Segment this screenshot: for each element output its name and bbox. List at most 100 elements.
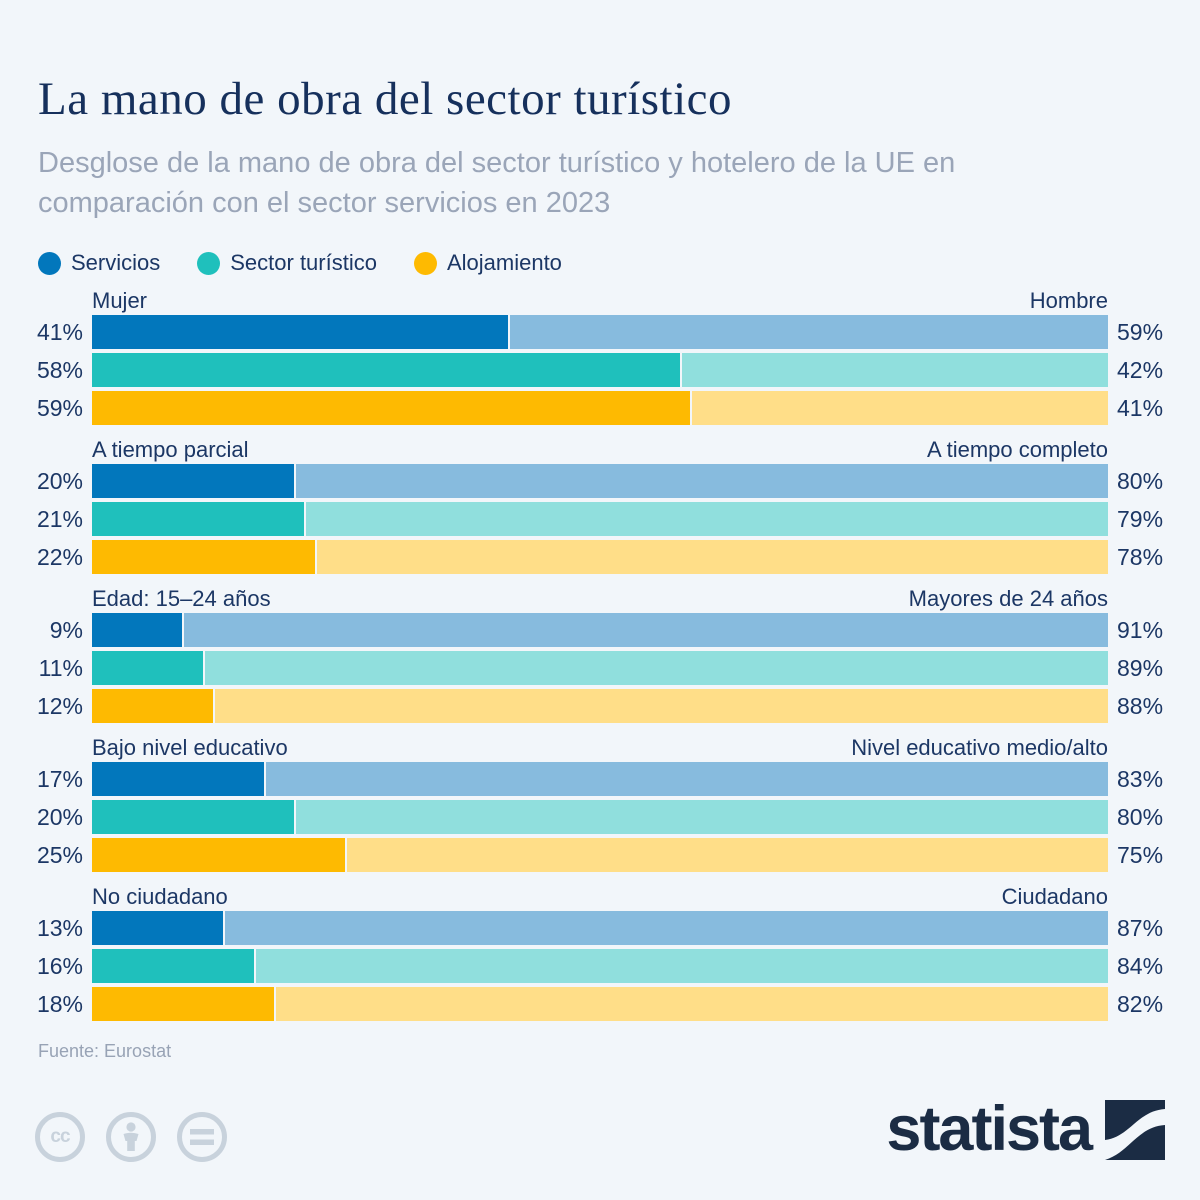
right-value-label: 79%	[1117, 505, 1164, 532]
group-right-label: Ciudadano	[1001, 884, 1108, 909]
bar-segment-gap	[273, 987, 276, 1021]
left-value-label: 16%	[36, 952, 83, 979]
left-value-label: 11%	[38, 654, 83, 681]
legend-label: Servicios	[71, 250, 161, 275]
legend-dot-icon	[38, 251, 61, 275]
bar-track	[92, 838, 1108, 872]
bar-segment-left	[92, 502, 305, 536]
cc-icon[interactable]: cc	[35, 1112, 85, 1162]
bar-segment-left	[92, 987, 274, 1021]
statista-logo-mark-icon	[1105, 1100, 1165, 1160]
left-value-label: 20%	[36, 467, 83, 494]
legend-dot-icon	[197, 251, 221, 275]
license-icons[interactable]: cc	[35, 1112, 227, 1162]
right-value-label: 42%	[1117, 356, 1164, 383]
bar-segment-left	[92, 464, 295, 498]
left-value-label: 58%	[36, 356, 83, 383]
group-right-label: Mayores de 24 años	[908, 586, 1108, 611]
bar-track	[92, 800, 1108, 834]
bar-segment-gap	[202, 651, 205, 685]
group-header: Bajo nivel educativo Nivel educativo medi…	[0, 734, 1200, 761]
bar-group: A tiempo parcial A tiempo completo 20% 80% 2…	[0, 436, 1200, 574]
group-left-label: A tiempo parcial	[92, 437, 249, 462]
bar-segment-right	[682, 353, 1108, 387]
bar-segment-left	[92, 540, 315, 574]
statista-logo[interactable]: statista	[886, 1094, 1165, 1164]
page-subtitle-line-2: comparación con el sector servicios en 2…	[38, 187, 611, 219]
group-header: Mujer Hombre	[0, 287, 1200, 314]
group-right-label: Nivel educativo medio/alto	[851, 735, 1108, 760]
bar-segment-right	[184, 613, 1108, 647]
bar-segment-gap	[680, 353, 683, 387]
bar-segment-right	[265, 762, 1108, 796]
bar-track	[92, 949, 1108, 983]
bar-segment-right	[347, 838, 1108, 872]
bar-row: 9% 91%	[0, 613, 1200, 647]
bar-segment-right	[692, 391, 1108, 425]
right-value-label: 84%	[1117, 952, 1164, 979]
page-subtitle-line-1: Desglose de la mano de obra del sector t…	[38, 147, 956, 179]
bar-segment-gap	[223, 911, 226, 945]
chart-groups: Mujer Hombre 41% 59% 58% 42% 59% 41% A tiempo pa…	[0, 287, 1200, 1021]
bar-segment-gap	[253, 949, 256, 983]
bar-track	[92, 987, 1108, 1021]
bar-row: 18% 82%	[0, 987, 1200, 1021]
left-value-label: 59%	[36, 394, 83, 421]
bar-segment-right	[296, 464, 1108, 498]
group-header: Edad: 15–24 años Mayores de 24 años	[0, 585, 1200, 612]
group-header: No ciudadano Ciudadano	[0, 883, 1200, 910]
bar-segment-left	[92, 838, 345, 872]
group-left-label: Mujer	[92, 288, 148, 313]
group-left-label: No ciudadano	[92, 884, 228, 909]
attribution-person-icon[interactable]	[106, 1112, 156, 1162]
bar-segment-right	[316, 540, 1108, 574]
group-right-label: A tiempo completo	[927, 437, 1108, 462]
right-value-label: 87%	[1117, 914, 1164, 941]
right-value-label: 80%	[1117, 803, 1164, 830]
legend-item-3: Alojamiento	[413, 250, 562, 276]
bar-row: 59% 41%	[0, 391, 1200, 425]
right-value-label: 88%	[1117, 692, 1164, 719]
bar-segment-left	[92, 315, 508, 349]
chart: Mujer Hombre 41% 59% 58% 42% 59% 41% A tiempo pa…	[0, 287, 1200, 1021]
bar-segment-gap	[212, 689, 215, 723]
bar-segment-gap	[182, 613, 185, 647]
left-value-label: 17%	[36, 765, 83, 792]
no-derivatives-equals-icon[interactable]	[177, 1112, 227, 1162]
bar-segment-right	[255, 949, 1108, 983]
bar-segment-left	[92, 353, 681, 387]
bar-segment-left	[92, 762, 264, 796]
bar-row: 17% 83%	[0, 762, 1200, 796]
left-value-label: 13%	[36, 914, 83, 941]
bar-segment-right	[225, 911, 1108, 945]
bar-segment-gap	[690, 391, 693, 425]
bar-row: 20% 80%	[0, 800, 1200, 834]
bar-row: 41% 59%	[0, 315, 1200, 349]
bar-group: Edad: 15–24 años Mayores de 24 años 9% 91% 1…	[0, 585, 1200, 723]
bar-row: 25% 75%	[0, 838, 1200, 872]
bar-segment-right	[509, 315, 1108, 349]
bar-segment-right	[306, 502, 1108, 536]
bar-group: Mujer Hombre 41% 59% 58% 42% 59% 41%	[0, 287, 1200, 425]
right-value-label: 41%	[1117, 394, 1164, 421]
left-value-label: 21%	[36, 505, 83, 532]
left-value-label: 41%	[36, 318, 83, 345]
right-value-label: 80%	[1117, 467, 1164, 494]
bar-segment-left	[92, 911, 224, 945]
bar-segment-left	[92, 391, 691, 425]
left-value-label: 25%	[36, 841, 83, 868]
statista-logo-text: statista	[886, 1094, 1093, 1164]
left-value-label: 18%	[36, 990, 83, 1017]
bar-segment-left	[92, 800, 295, 834]
bar-track	[92, 315, 1108, 349]
bar-row: 58% 42%	[0, 353, 1200, 387]
bar-segment-right	[204, 651, 1108, 685]
legend-item-1: Servicios	[38, 250, 160, 276]
group-left-label: Edad: 15–24 años	[92, 586, 271, 611]
right-value-label: 89%	[1117, 654, 1164, 681]
bar-track	[92, 911, 1108, 945]
bar-segment-gap	[314, 540, 317, 574]
bar-segment-left	[92, 613, 183, 647]
page-subtitle: Desglose de la mano de obra del sector t…	[38, 143, 1148, 223]
bar-track	[92, 502, 1108, 536]
